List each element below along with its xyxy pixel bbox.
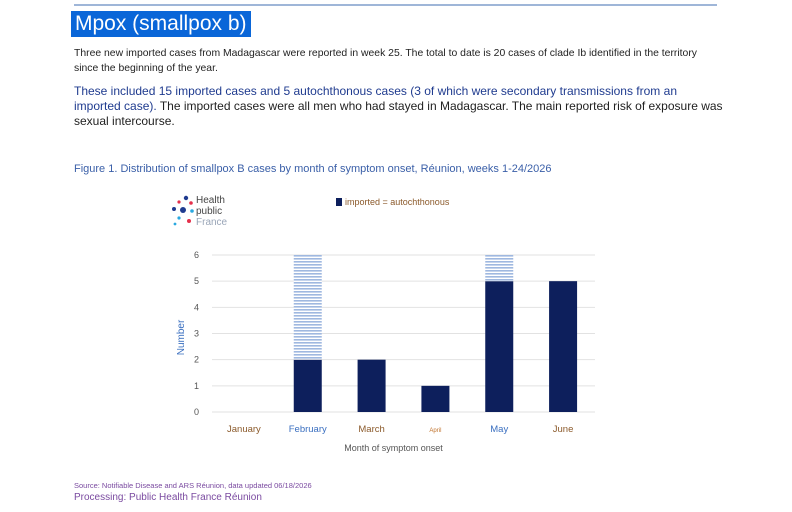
- health-france-logo-icon: [172, 195, 194, 226]
- y-tick-label: 3: [194, 329, 199, 339]
- detail-paragraph-rest: The imported cases were all men who had …: [74, 99, 723, 128]
- detail-paragraph: These included 15 imported cases and 5 a…: [74, 84, 724, 129]
- bar-striped-segment: [485, 255, 514, 282]
- source-note: Source: Notifiable Disease and ARS Réuni…: [74, 481, 312, 490]
- logo-text: Health public France: [196, 195, 227, 228]
- figure-caption: Figure 1. Distribution of smallpox B cas…: [74, 163, 552, 175]
- bar-solid-segment: [357, 359, 386, 412]
- bar-solid-segment: [549, 281, 578, 412]
- x-tick-label: January: [227, 424, 261, 435]
- x-tick-label: June: [553, 424, 574, 435]
- logo-line-3: France: [196, 217, 228, 228]
- processing-note: Processing: Public Health France Réunion: [74, 492, 262, 503]
- y-tick-label: 5: [194, 276, 199, 286]
- bar-solid-segment: [293, 359, 322, 412]
- x-tick-label: February: [289, 424, 327, 435]
- x-axis-label: Month of symptom onset: [344, 443, 443, 453]
- y-tick-label: 6: [194, 250, 199, 260]
- y-tick-label: 2: [194, 355, 199, 365]
- y-axis-label: Number: [176, 319, 187, 355]
- legend-swatch: [336, 198, 342, 206]
- y-tick-label: 4: [194, 302, 199, 312]
- cases-bar-chart: 0 1 2 3 4 5 6 January February March April May June N…: [176, 250, 595, 453]
- x-tick-label: March: [358, 424, 384, 435]
- bar-solid-segment: [421, 385, 450, 412]
- intro-paragraph: Three new imported cases from Madagascar…: [74, 48, 697, 74]
- x-tick-label: April: [429, 428, 441, 434]
- detail-paragraph-highlight: These included 15 imported cases and 5 a…: [74, 84, 677, 113]
- y-tick-label: 1: [194, 381, 199, 391]
- x-tick-label: May: [490, 424, 508, 435]
- y-tick-label: 0: [194, 407, 199, 417]
- top-rule: [74, 4, 717, 6]
- page-title: Mpox (smallpox b): [71, 11, 251, 37]
- legend-label: imported = autochthonous: [345, 197, 450, 207]
- bar-striped-segment: [293, 255, 322, 360]
- logo-line-1: Health: [196, 195, 225, 206]
- logo-line-2: public: [196, 206, 223, 217]
- bar-solid-segment: [485, 281, 514, 412]
- chart-legend: imported = autochthonous: [336, 197, 449, 207]
